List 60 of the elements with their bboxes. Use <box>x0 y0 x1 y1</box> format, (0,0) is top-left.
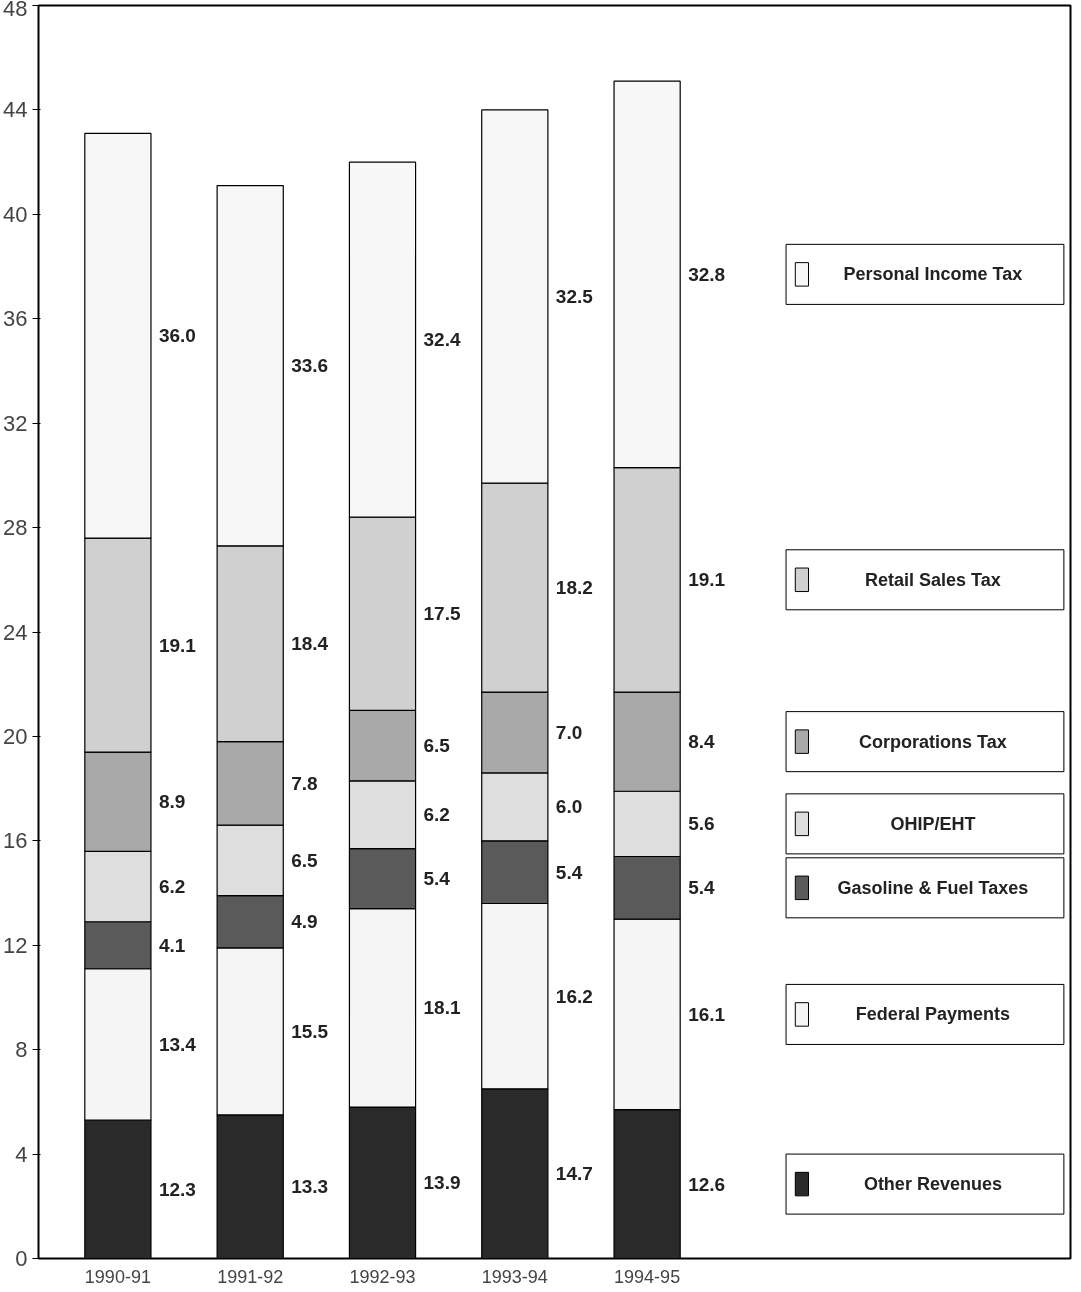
annotation: 18.4 <box>291 633 329 655</box>
annotation: 16.1 <box>688 1003 726 1025</box>
legend-label: Gasoline & Fuel Taxes <box>837 877 1029 898</box>
annotation: 16.2 <box>555 985 593 1007</box>
y-tick-label: 44 <box>3 97 28 123</box>
x-tick-label: 1991-92 <box>217 1266 284 1287</box>
y-tick-label: 48 <box>3 0 28 21</box>
y-tick-label: 40 <box>3 201 28 227</box>
annotation: 32.8 <box>688 263 726 285</box>
annotation: 32.4 <box>423 329 461 351</box>
y-tick-label: 32 <box>3 410 28 436</box>
annotation: 12.3 <box>158 1178 196 1200</box>
annotation: 4.1 <box>158 934 186 956</box>
annotation: 5.4 <box>423 868 451 890</box>
annotation: 5.4 <box>555 861 583 883</box>
y-tick-label: 20 <box>3 723 28 749</box>
text: Other Revenues <box>863 1174 1002 1195</box>
annotation: 5.6 <box>688 813 715 835</box>
annotation: 6.2 <box>423 804 450 826</box>
annotation: 4.9 <box>291 911 318 933</box>
annotation: 6.0 <box>555 796 583 818</box>
annotation: 18.1 <box>423 997 461 1019</box>
annotation: 19.1 <box>688 569 726 591</box>
y-tick-label: 8 <box>15 1037 28 1063</box>
y-tick-label: 12 <box>3 932 28 958</box>
annotation: 13.9 <box>423 1172 461 1194</box>
legend-label: Personal Income Tax <box>843 264 1023 285</box>
y-tick-label: 4 <box>15 1141 28 1167</box>
annotation: 33.6 <box>291 355 329 377</box>
annotation: 6.5 <box>423 735 451 757</box>
x-tick-label: 1994-95 <box>614 1266 681 1287</box>
annotation: 7.0 <box>555 722 583 743</box>
text: OHIP/EHT <box>890 813 976 834</box>
text: Retail Sales Tax <box>865 569 1001 590</box>
y-tick-label: 24 <box>3 619 28 645</box>
annotation: 12.6 <box>688 1173 726 1195</box>
y-tick-label: 36 <box>3 306 28 332</box>
annotation: 14.7 <box>555 1163 593 1185</box>
annotation: 19.1 <box>158 634 197 656</box>
annotation: 6.5 <box>291 849 319 871</box>
annotation: 18.2 <box>555 577 593 599</box>
annotation: 13.3 <box>291 1176 329 1198</box>
text: Corporations Tax <box>859 731 1007 752</box>
annotation: 32.5 <box>555 286 594 308</box>
x-tick-label: 1993-94 <box>481 1266 548 1287</box>
y-tick-label: 0 <box>15 1246 28 1271</box>
annotation: 6.2 <box>158 876 186 898</box>
annotation: 36.0 <box>158 325 196 347</box>
annotation: 8.9 <box>158 791 186 813</box>
annotation: 15.5 <box>291 1020 329 1042</box>
y-tick-label: 28 <box>3 515 28 541</box>
x-tick-label: 1990-91 <box>84 1266 151 1287</box>
annotation: 17.5 <box>423 603 461 625</box>
y-tick-label: 16 <box>3 828 28 854</box>
text: Federal Payments <box>855 1004 1010 1025</box>
annotation: 8.4 <box>688 731 715 753</box>
annotation: 7.8 <box>291 772 318 794</box>
annotation: 5.4 <box>688 877 715 899</box>
annotation: 13.4 <box>158 1033 197 1055</box>
x-tick-label: 1992-93 <box>349 1266 416 1287</box>
